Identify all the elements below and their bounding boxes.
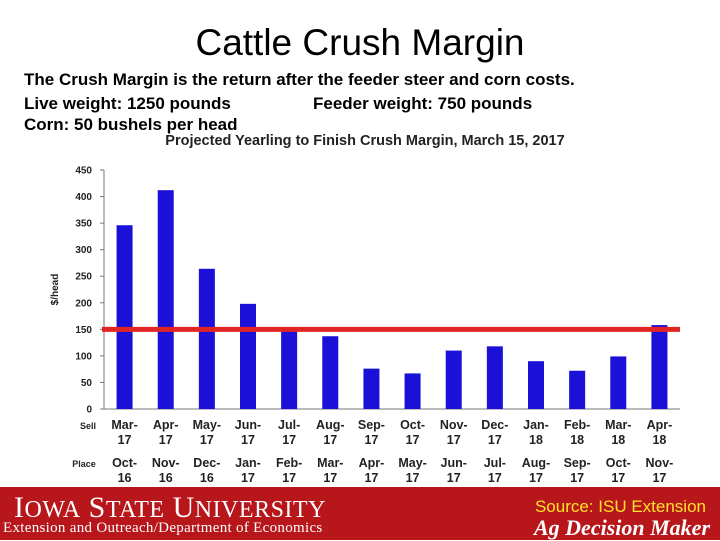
ag-decision-maker-logo: Ag Decision Maker — [534, 515, 710, 540]
sell-month-label: Jun- — [235, 418, 261, 432]
place-month-label: Dec- — [193, 456, 220, 470]
y-tick-label: 0 — [86, 405, 92, 416]
place-year-label: 16 — [159, 471, 173, 485]
sell-month-label: Oct- — [400, 418, 425, 432]
sell-month-label: Feb- — [564, 418, 590, 432]
place-row-label: Place — [72, 459, 96, 469]
sell-month-label: Nov- — [440, 418, 468, 432]
bar — [486, 346, 503, 409]
place-year-label: 17 — [488, 471, 502, 485]
place-year-label: 17 — [406, 471, 420, 485]
y-tick-label: 150 — [75, 325, 92, 336]
place-month-label: Sep- — [564, 456, 591, 470]
place-month-label: Aug- — [522, 456, 550, 470]
bar — [116, 225, 133, 409]
place-month-label: Jan- — [235, 456, 261, 470]
department-text: Extension and Outreach/Department of Eco… — [3, 520, 323, 536]
sell-year-label: 17 — [118, 433, 132, 447]
sell-year-label: 18 — [652, 433, 666, 447]
intro-line: The Crush Margin is the return after the… — [24, 70, 575, 89]
place-month-label: May- — [398, 456, 426, 470]
place-year-label: 17 — [447, 471, 461, 485]
y-tick-label: 100 — [75, 351, 92, 362]
sell-month-label: May- — [193, 418, 221, 432]
y-tick-label: 50 — [81, 378, 93, 389]
bar — [157, 190, 174, 409]
source-text: Source: ISU Extension — [534, 497, 706, 516]
sell-year-label: 17 — [447, 433, 461, 447]
y-tick-label: 300 — [75, 245, 92, 256]
university-wordmark: IOWA STATE UNIVERSITY — [14, 491, 326, 524]
place-month-label: Oct- — [112, 456, 137, 470]
place-year-label: 17 — [323, 471, 337, 485]
sell-month-label: Mar- — [111, 418, 137, 432]
sell-row-label: Sell — [80, 421, 96, 431]
slide-title: Cattle Crush Margin — [195, 22, 525, 63]
sell-year-label: 18 — [570, 433, 584, 447]
place-year-label: 17 — [241, 471, 255, 485]
bar — [569, 370, 586, 409]
sell-year-label: 17 — [323, 433, 337, 447]
bar — [404, 373, 421, 409]
bar — [445, 350, 462, 409]
corn-text: Corn: 50 bushels per head — [24, 115, 238, 134]
place-month-label: Oct- — [606, 456, 631, 470]
sell-year-label: 18 — [529, 433, 543, 447]
live-weight-text: Live weight: 1250 pounds — [24, 94, 231, 113]
bar — [528, 361, 544, 409]
bar — [610, 356, 627, 409]
sell-month-label: Jul- — [278, 418, 300, 432]
sell-year-label: 17 — [241, 433, 255, 447]
bar — [651, 325, 668, 409]
place-month-label: Mar- — [317, 456, 343, 470]
bar — [240, 303, 256, 409]
sell-month-label: Mar- — [605, 418, 631, 432]
sell-year-label: 17 — [364, 433, 378, 447]
place-year-label: 17 — [282, 471, 296, 485]
sell-month-label: Apr- — [153, 418, 179, 432]
bar — [198, 268, 215, 409]
sell-month-label: Dec- — [481, 418, 508, 432]
place-year-label: 17 — [611, 471, 625, 485]
sell-month-label: Apr- — [647, 418, 673, 432]
place-year-label: 17 — [364, 471, 378, 485]
sell-month-label: Jan- — [523, 418, 549, 432]
bar — [363, 368, 380, 409]
sell-year-label: 17 — [200, 433, 214, 447]
bar — [322, 336, 339, 409]
y-tick-label: 450 — [75, 166, 92, 177]
bar — [281, 327, 298, 409]
sell-year-label: 17 — [406, 433, 420, 447]
place-month-label: Apr- — [359, 456, 385, 470]
y-tick-label: 400 — [75, 192, 92, 203]
place-year-label: 17 — [570, 471, 584, 485]
y-tick-label: 350 — [75, 219, 92, 230]
sell-month-label: Aug- — [316, 418, 344, 432]
place-month-label: Feb- — [276, 456, 302, 470]
sell-month-label: Sep- — [358, 418, 385, 432]
feeder-weight-text: Feeder weight: 750 pounds — [313, 94, 533, 113]
place-month-label: Nov- — [152, 456, 180, 470]
sell-year-label: 17 — [488, 433, 502, 447]
chart-title: Projected Yearling to Finish Crush Margi… — [165, 133, 565, 149]
sell-year-label: 17 — [282, 433, 296, 447]
y-tick-label: 200 — [75, 298, 92, 309]
sell-year-label: 17 — [159, 433, 173, 447]
y-axis-label: $/head — [50, 274, 61, 306]
place-year-label: 17 — [652, 471, 666, 485]
y-tick-label: 250 — [75, 272, 92, 283]
sell-year-label: 18 — [611, 433, 625, 447]
crush-margin-chart: 0 50 100 150 200 250 300 350 400 450 $/head Sell Pla… — [50, 166, 680, 485]
place-month-label: Jun- — [441, 456, 467, 470]
place-year-label: 16 — [200, 471, 214, 485]
footer-bar: IOWA STATE UNIVERSITY Extension and Outr… — [0, 487, 720, 540]
place-year-label: 16 — [118, 471, 132, 485]
place-month-label: Jul- — [484, 456, 506, 470]
place-year-label: 17 — [529, 471, 543, 485]
place-month-label: Nov- — [646, 456, 674, 470]
